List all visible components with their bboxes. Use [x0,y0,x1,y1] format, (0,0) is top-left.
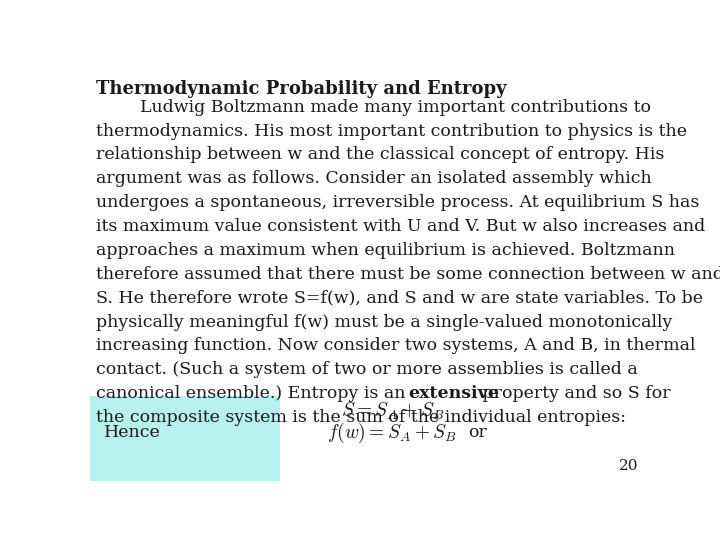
Text: undergoes a spontaneous, irreversible process. At equilibrium S has: undergoes a spontaneous, irreversible pr… [96,194,700,211]
Text: thermodynamics. His most important contribution to physics is the: thermodynamics. His most important contr… [96,123,687,139]
Text: $f(w) = S_A + S_B$: $f(w) = S_A + S_B$ [328,421,457,445]
Text: S. He therefore wrote S=f(w), and S and w are state variables. To be: S. He therefore wrote S=f(w), and S and … [96,289,703,307]
Text: relationship between w and the classical concept of entropy. His: relationship between w and the classical… [96,146,665,164]
Text: its maximum value consistent with U and V. But w also increases and: its maximum value consistent with U and … [96,218,706,235]
Text: argument was as follows. Consider an isolated assembly which: argument was as follows. Consider an iso… [96,170,652,187]
Text: canonical ensemble.) Entropy is an: canonical ensemble.) Entropy is an [96,385,411,402]
Text: physically meaningful f(w) must be a single-valued monotonically: physically meaningful f(w) must be a sin… [96,314,672,330]
Text: Hence: Hence [104,424,161,441]
Text: 20: 20 [619,459,639,473]
Text: increasing function. Now consider two systems, A and B, in thermal: increasing function. Now consider two sy… [96,338,696,354]
Text: Thermodynamic Probability and Entropy: Thermodynamic Probability and Entropy [96,80,507,98]
Text: approaches a maximum when equilibrium is achieved. Boltzmann: approaches a maximum when equilibrium is… [96,242,675,259]
Text: contact. (Such a system of two or more assemblies is called a: contact. (Such a system of two or more a… [96,361,638,378]
Text: the composite system is the sum of the individual entropies:: the composite system is the sum of the i… [96,409,626,426]
Text: therefore assumed that there must be some connection between w and: therefore assumed that there must be som… [96,266,720,283]
Text: extensive: extensive [409,385,500,402]
Bar [90,396,280,481]
Text: $S = S_A + S_B$: $S = S_A + S_B$ [341,401,444,422]
Text: or: or [468,424,487,441]
Text: Ludwig Boltzmann made many important contributions to: Ludwig Boltzmann made many important con… [96,99,651,116]
Text: property and so S for: property and so S for [477,385,671,402]
